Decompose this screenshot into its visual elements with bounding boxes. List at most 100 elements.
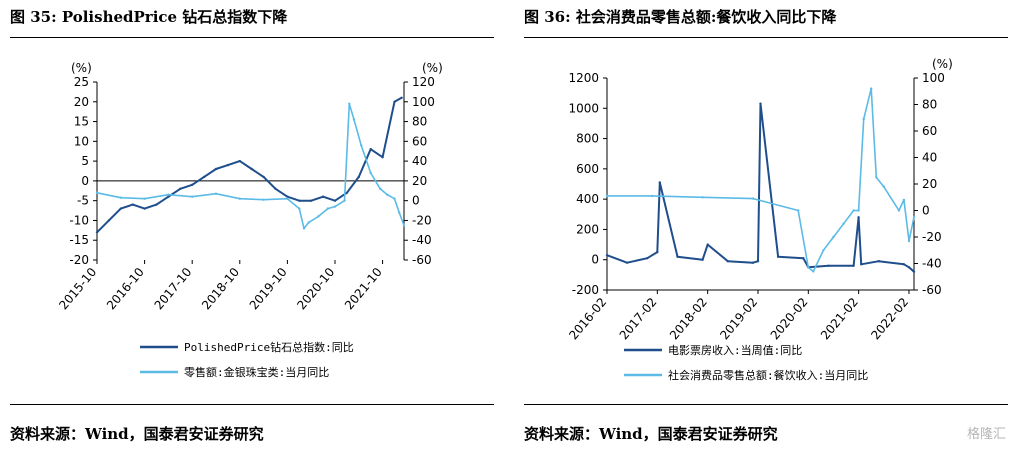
left-source-note: 资料来源：Wind，国泰君安证券研究	[10, 425, 264, 443]
data-point	[95, 191, 99, 194]
left-chart: (%) (%)2520151050-5-10-15-201201008060402…	[56, 61, 443, 379]
data-point	[656, 250, 659, 254]
data-point	[167, 195, 170, 198]
legend-label: 社会消费品零售总额:餐饮收入:当月同比	[668, 368, 868, 382]
right-tick-label: 100	[412, 95, 435, 109]
right-tick-label: 20	[412, 174, 427, 188]
data-point	[402, 224, 406, 227]
data-point	[191, 195, 194, 198]
data-point	[369, 171, 372, 175]
left-tick-label: 0	[591, 253, 599, 267]
data-point	[348, 102, 351, 106]
data-point	[902, 198, 906, 202]
left-tick-label: 20	[74, 95, 89, 109]
data-point	[651, 194, 654, 198]
data-point	[262, 175, 265, 179]
data-point	[706, 243, 709, 246]
legend-label: PolishedPrice钻石总指数:同比	[184, 340, 354, 354]
data-point	[191, 183, 194, 186]
left-panel: 图 35: PolishedPrice 钻石总指数下降 (%) (%) 25 20 15…	[0, 0, 498, 449]
left-tick-label: 25	[74, 75, 89, 89]
left-tick-label: 15	[74, 115, 89, 129]
data-point	[759, 102, 762, 105]
left-tick-label: 800	[576, 132, 599, 146]
right-tick-label: 80	[922, 98, 937, 112]
left-tick-label: -200	[572, 283, 599, 297]
data-point	[827, 264, 830, 267]
x-tick-label: 2021-02	[818, 295, 861, 342]
data-point	[875, 176, 878, 179]
data-point	[398, 211, 401, 214]
data-point	[302, 227, 306, 230]
data-point	[238, 159, 241, 163]
x-tick-label: 2019-02	[717, 295, 760, 342]
data-point	[751, 261, 755, 264]
x-tick-label: 2021-10	[342, 265, 385, 312]
data-point	[400, 96, 403, 100]
right-panel: 图 36: 社会消费品零售总额:餐饮收入同比下降 (%) 1200 1000 800 6…	[514, 0, 1012, 449]
right-tick-label: -20	[922, 230, 942, 244]
data-point	[832, 235, 835, 239]
data-point	[807, 266, 810, 269]
data-point	[214, 167, 218, 171]
data-point	[143, 197, 146, 200]
left-tick-label: -10	[69, 213, 89, 227]
x-tick-label: 2017-02	[617, 295, 660, 342]
data-point	[726, 260, 729, 263]
x-tick-label: 2022-02	[868, 295, 911, 342]
x-tick-label: 2017-10	[152, 265, 195, 312]
right-tick-label: 0	[412, 194, 420, 208]
right-tick-label: -60	[922, 283, 942, 297]
left-tick-label: -5	[77, 194, 89, 208]
left-tick-label: -15	[69, 233, 89, 247]
data-point	[333, 199, 337, 202]
data-point	[143, 207, 146, 210]
x-tick-label: 2016-10	[104, 265, 147, 312]
data-point	[95, 231, 99, 234]
data-point	[326, 207, 329, 210]
right-axis-unit: (%)	[422, 61, 443, 75]
data-point	[360, 144, 363, 147]
data-point	[317, 215, 320, 218]
data-point	[226, 163, 230, 167]
left-tick-label: 5	[81, 154, 89, 168]
right-tick-label: 20	[922, 177, 937, 191]
x-tick-label: 2015-10	[56, 265, 99, 312]
right-tick-label: 0	[922, 204, 930, 218]
right-tick-label: -20	[412, 213, 432, 227]
right-tick-label: 100	[922, 71, 945, 85]
data-point	[393, 197, 396, 200]
data-point	[870, 87, 873, 90]
data-point	[307, 221, 310, 224]
data-point	[658, 181, 661, 184]
data-point	[131, 203, 134, 206]
right-tick-label: -40	[922, 257, 942, 271]
series-line-2	[96, 103, 405, 230]
data-point	[882, 185, 885, 188]
data-point	[912, 215, 916, 219]
series-line-1	[606, 102, 915, 273]
left-tick-label: 10	[74, 134, 89, 148]
data-point	[701, 258, 704, 261]
x-tick-label: 2018-02	[667, 295, 710, 342]
right-chart-title: 图 36: 社会消费品零售总额:餐饮收入同比下降	[524, 8, 837, 26]
right-tick-label: 120	[412, 75, 435, 89]
data-point	[286, 195, 289, 198]
data-point	[857, 209, 860, 212]
left-tick-label: 400	[576, 192, 599, 206]
legend-label: 电影票房收入:当周值:同比	[668, 343, 802, 357]
data-point	[345, 191, 349, 194]
data-point	[605, 254, 609, 257]
data-point	[797, 209, 800, 212]
right-source-note: 资料来源：Wind，国泰君安证券研究	[524, 425, 778, 443]
x-tick-label: 2020-10	[294, 265, 337, 312]
data-point	[119, 196, 123, 199]
right-tick-label: 40	[412, 154, 427, 168]
data-point	[352, 118, 356, 121]
left-tick-label: 600	[576, 162, 599, 176]
data-point	[862, 117, 865, 121]
data-point	[250, 167, 253, 171]
data-point	[333, 205, 337, 208]
data-point	[286, 197, 289, 200]
data-point	[238, 197, 241, 200]
